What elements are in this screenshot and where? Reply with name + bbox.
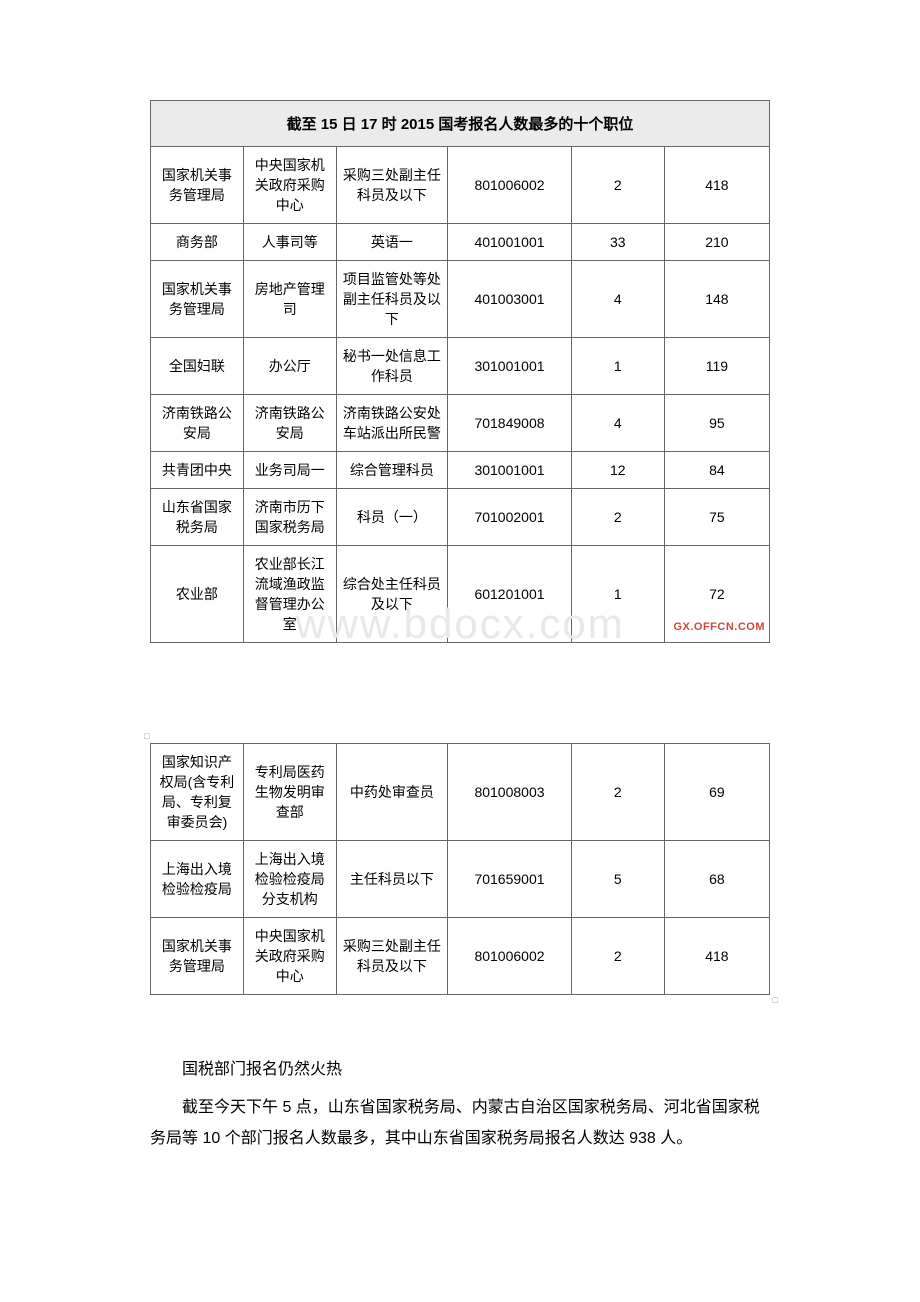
table-row: 共青团中央 业务司局一 综合管理科员 301001001 12 84	[151, 452, 770, 489]
table-row: 国家机关事务管理局 中央国家机关政府采购中心 采购三处副主任科员及以下 8010…	[151, 918, 770, 995]
cell-code: 701002001	[448, 489, 572, 546]
cell-office: 人事司等	[243, 224, 336, 261]
cell-quota: 1	[571, 546, 664, 643]
cell-count: 418	[664, 918, 769, 995]
cell-code: 301001001	[448, 452, 572, 489]
table1-wrapper: 截至 15 日 17 时 2015 国考报名人数最多的十个职位 国家机关事务管理…	[150, 100, 770, 643]
cell-quota: 2	[571, 147, 664, 224]
table2-wrapper: □ 国家知识产权局(含专利局、专利复审委员会) 专利局医药生物发明审查部 中药处…	[150, 743, 770, 995]
cell-dept: 全国妇联	[151, 338, 244, 395]
cell-code: 701849008	[448, 395, 572, 452]
cell-dept: 济南铁路公安局	[151, 395, 244, 452]
cell-count: 69	[664, 744, 769, 841]
cell-quota: 12	[571, 452, 664, 489]
cell-dept: 国家机关事务管理局	[151, 918, 244, 995]
cell-dept: 农业部	[151, 546, 244, 643]
cell-position: 综合处主任科员及以下	[336, 546, 447, 643]
cell-office: 济南市历下国家税务局	[243, 489, 336, 546]
cell-quota: 4	[571, 395, 664, 452]
cell-code: 401001001	[448, 224, 572, 261]
cell-dept: 国家机关事务管理局	[151, 261, 244, 338]
cell-code: 701659001	[448, 841, 572, 918]
cell-dept: 上海出入境检验检疫局	[151, 841, 244, 918]
cell-position: 采购三处副主任科员及以下	[336, 918, 447, 995]
cell-count: 210	[664, 224, 769, 261]
cell-code: 801006002	[448, 918, 572, 995]
body-text: 国税部门报名仍然火热 截至今天下午 5 点，山东省国家税务局、内蒙古自治区国家税…	[150, 1055, 770, 1154]
cell-dept: 国家机关事务管理局	[151, 147, 244, 224]
corner-marker-bottom: □	[773, 995, 778, 1005]
cell-dept: 山东省国家税务局	[151, 489, 244, 546]
cell-code: 801006002	[448, 147, 572, 224]
cell-position: 主任科员以下	[336, 841, 447, 918]
cell-count: 75	[664, 489, 769, 546]
cell-position: 英语一	[336, 224, 447, 261]
cell-position: 采购三处副主任科员及以下	[336, 147, 447, 224]
cell-quota: 4	[571, 261, 664, 338]
cell-quota: 2	[571, 744, 664, 841]
cell-dept: 国家知识产权局(含专利局、专利复审委员会)	[151, 744, 244, 841]
table-gap	[150, 643, 770, 743]
cell-count: 148	[664, 261, 769, 338]
cell-office: 业务司局一	[243, 452, 336, 489]
table-row: 国家知识产权局(含专利局、专利复审委员会) 专利局医药生物发明审查部 中药处审查…	[151, 744, 770, 841]
cell-code: 401003001	[448, 261, 572, 338]
table-row: 全国妇联 办公厅 秘书一处信息工作科员 301001001 1 119	[151, 338, 770, 395]
cell-office: 办公厅	[243, 338, 336, 395]
watermark-small: GX.OFFCN.COM	[673, 621, 765, 633]
cell-position: 科员（一）	[336, 489, 447, 546]
cell-office: 专利局医药生物发明审查部	[243, 744, 336, 841]
paragraph-2: 截至今天下午 5 点，山东省国家税务局、内蒙古自治区国家税务局、河北省国家税务局…	[150, 1093, 770, 1154]
cell-code: 601201001	[448, 546, 572, 643]
cell-quota: 2	[571, 918, 664, 995]
cell-count: 95	[664, 395, 769, 452]
cell-count: 84	[664, 452, 769, 489]
cell-dept: 共青团中央	[151, 452, 244, 489]
paragraph-1: 国税部门报名仍然火热	[150, 1055, 770, 1085]
cell-quota: 2	[571, 489, 664, 546]
table-row: 山东省国家税务局 济南市历下国家税务局 科员（一） 701002001 2 75	[151, 489, 770, 546]
table-row: 国家机关事务管理局 中央国家机关政府采购中心 采购三处副主任科员及以下 8010…	[151, 147, 770, 224]
cell-count: 119	[664, 338, 769, 395]
positions-table-2: 国家知识产权局(含专利局、专利复审委员会) 专利局医药生物发明审查部 中药处审查…	[150, 743, 770, 995]
cell-position: 济南铁路公安处车站派出所民警	[336, 395, 447, 452]
cell-office: 中央国家机关政府采购中心	[243, 147, 336, 224]
positions-table-1: 截至 15 日 17 时 2015 国考报名人数最多的十个职位 国家机关事务管理…	[150, 100, 770, 643]
table-row: 商务部 人事司等 英语一 401001001 33 210	[151, 224, 770, 261]
cell-code: 301001001	[448, 338, 572, 395]
table-row: 上海出入境检验检疫局 上海出入境检验检疫局分支机构 主任科员以下 7016590…	[151, 841, 770, 918]
cell-office: 济南铁路公安局	[243, 395, 336, 452]
cell-position: 秘书一处信息工作科员	[336, 338, 447, 395]
cell-position: 项目监管处等处副主任科员及以下	[336, 261, 447, 338]
cell-office: 中央国家机关政府采购中心	[243, 918, 336, 995]
table-header-row: 截至 15 日 17 时 2015 国考报名人数最多的十个职位	[151, 101, 770, 147]
cell-count: 418	[664, 147, 769, 224]
cell-position: 中药处审查员	[336, 744, 447, 841]
cell-office: 上海出入境检验检疫局分支机构	[243, 841, 336, 918]
cell-count: 68	[664, 841, 769, 918]
cell-quota: 1	[571, 338, 664, 395]
cell-code: 801008003	[448, 744, 572, 841]
cell-office: 农业部长江流域渔政监督管理办公室	[243, 546, 336, 643]
cell-quota: 33	[571, 224, 664, 261]
corner-marker-top: □	[144, 731, 149, 741]
cell-dept: 商务部	[151, 224, 244, 261]
table-row: 国家机关事务管理局 房地产管理司 项目监管处等处副主任科员及以下 4010030…	[151, 261, 770, 338]
table-title: 截至 15 日 17 时 2015 国考报名人数最多的十个职位	[151, 101, 770, 147]
cell-position: 综合管理科员	[336, 452, 447, 489]
table-row: 济南铁路公安局 济南铁路公安局 济南铁路公安处车站派出所民警 701849008…	[151, 395, 770, 452]
cell-quota: 5	[571, 841, 664, 918]
cell-office: 房地产管理司	[243, 261, 336, 338]
